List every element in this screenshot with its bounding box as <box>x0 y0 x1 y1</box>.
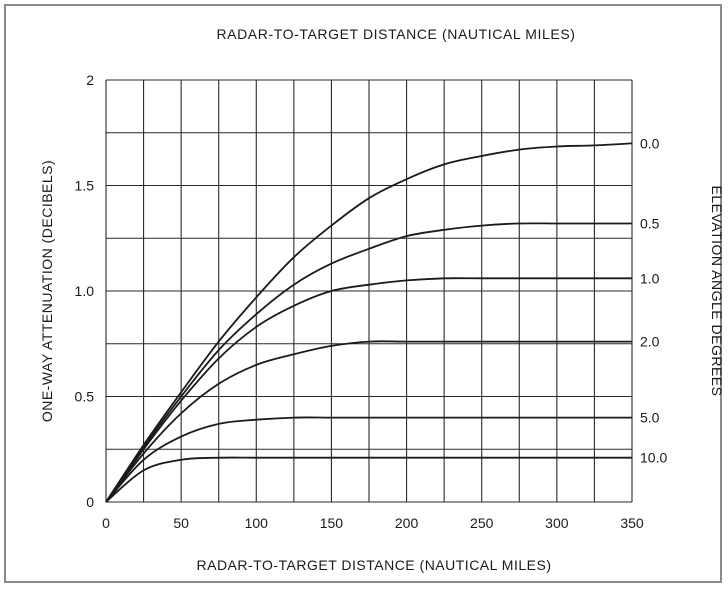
x-tick-label: 250 <box>470 515 494 531</box>
right-axis-label: ELEVATION ANGLE DEGREES <box>709 186 725 397</box>
elevation-angle-label: 1.0 <box>640 270 660 286</box>
y-tick-label: 1.0 <box>75 283 95 299</box>
x-tick-label: 0 <box>102 515 110 531</box>
y-tick-label: 2 <box>86 72 94 88</box>
top-axis-title: RADAR-TO-TARGET DISTANCE (NAUTICAL MILES… <box>216 26 575 42</box>
y-tick-label: 1.5 <box>75 178 95 194</box>
x-tick-label: 350 <box>620 515 644 531</box>
series-line-0-5 <box>105 222 632 503</box>
x-tick-label: 100 <box>245 515 269 531</box>
elevation-angle-label: 2.0 <box>640 334 660 350</box>
y-tick-label: 0.5 <box>75 389 95 405</box>
x-tick-label: 50 <box>173 515 189 531</box>
x-tick-label: 200 <box>395 515 419 531</box>
elevation-angle-label: 0.5 <box>640 215 660 231</box>
series-line-2-0 <box>105 340 632 503</box>
elevation-angle-label: 10.0 <box>640 450 667 466</box>
series-line-10-0 <box>105 456 632 503</box>
x-tick-labels: 0 50 100 150 200 250 300 350 <box>102 515 644 531</box>
x-tick-label: 150 <box>320 515 344 531</box>
y-tick-label: 0 <box>86 494 94 510</box>
curves <box>105 142 633 503</box>
y-axis-label: ONE-WAY ATTENUATION (DECIBELS) <box>39 160 55 422</box>
elevation-angle-label: 5.0 <box>640 410 660 426</box>
series-line-5-0 <box>105 416 632 503</box>
elevation-angle-label: 0.0 <box>640 135 660 151</box>
x-tick-label: 300 <box>545 515 569 531</box>
x-axis-label: RADAR-TO-TARGET DISTANCE (NAUTICAL MILES… <box>197 557 552 573</box>
series-line-0-0 <box>105 142 633 503</box>
y-tick-labels: 0 0.5 1.0 1.5 2 <box>75 72 95 510</box>
grid <box>105 79 633 503</box>
elevation-labels: 0.0 0.5 1.0 2.0 5.0 10.0 <box>640 135 667 465</box>
series-line-1-0 <box>105 277 632 503</box>
